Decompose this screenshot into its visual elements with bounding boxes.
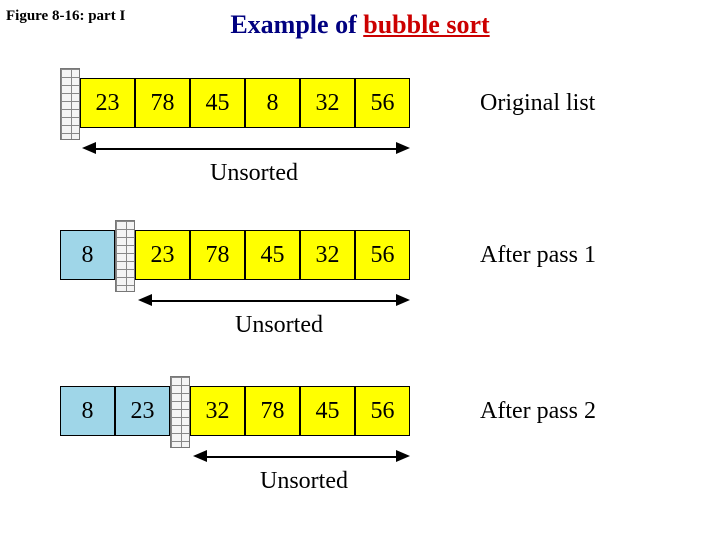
cells-row: 23784583256 (60, 78, 410, 128)
unsorted-cell: 23 (135, 230, 190, 280)
title-emphasis: bubble sort (363, 10, 489, 39)
unsorted-span-arrow: Unsorted (60, 442, 410, 502)
unsorted-cell: 32 (300, 230, 355, 280)
unsorted-cell: 56 (355, 78, 410, 128)
cells-row: 8 2378453256 (60, 230, 410, 280)
stage-label: After pass 2 (480, 398, 700, 425)
wall-divider (60, 68, 80, 140)
unsorted-cell: 78 (190, 230, 245, 280)
arrow-line (94, 148, 398, 150)
sorted-cell: 8 (60, 386, 115, 436)
figure-label: Figure 8-16: part I (6, 8, 125, 25)
unsorted-label: Unsorted (235, 312, 323, 339)
unsorted-cell: 78 (245, 386, 300, 436)
wall-divider (115, 220, 135, 292)
unsorted-cell: 23 (80, 78, 135, 128)
unsorted-cell: 56 (355, 230, 410, 280)
unsorted-cell: 45 (300, 386, 355, 436)
unsorted-cell: 45 (190, 78, 245, 128)
arrow-line (205, 456, 398, 458)
diagram-title: Example of bubble sort (230, 10, 489, 40)
stage-2: 823 32784556 Unsorted (60, 386, 410, 502)
arrowhead-right (396, 450, 410, 462)
unsorted-cell: 8 (245, 78, 300, 128)
arrow-line (150, 300, 398, 302)
arrowhead-right (396, 142, 410, 154)
stage-label: Original list (480, 90, 700, 117)
unsorted-cell: 32 (190, 386, 245, 436)
sorted-cell: 23 (115, 386, 170, 436)
unsorted-label: Unsorted (260, 468, 348, 495)
stage-label: After pass 1 (480, 242, 700, 269)
unsorted-span-arrow: Unsorted (60, 286, 410, 346)
cells-row: 823 32784556 (60, 386, 410, 436)
unsorted-cell: 78 (135, 78, 190, 128)
unsorted-span-arrow: Unsorted (60, 134, 410, 194)
sorted-cell: 8 (60, 230, 115, 280)
stage-0: 23784583256 Unsorted (60, 78, 410, 194)
unsorted-cell: 56 (355, 386, 410, 436)
stage-1: 8 2378453256 Unsorted (60, 230, 410, 346)
title-prefix: Example of (230, 10, 363, 39)
unsorted-cell: 32 (300, 78, 355, 128)
wall-divider (170, 376, 190, 448)
unsorted-label: Unsorted (210, 160, 298, 187)
unsorted-cell: 45 (245, 230, 300, 280)
arrowhead-right (396, 294, 410, 306)
